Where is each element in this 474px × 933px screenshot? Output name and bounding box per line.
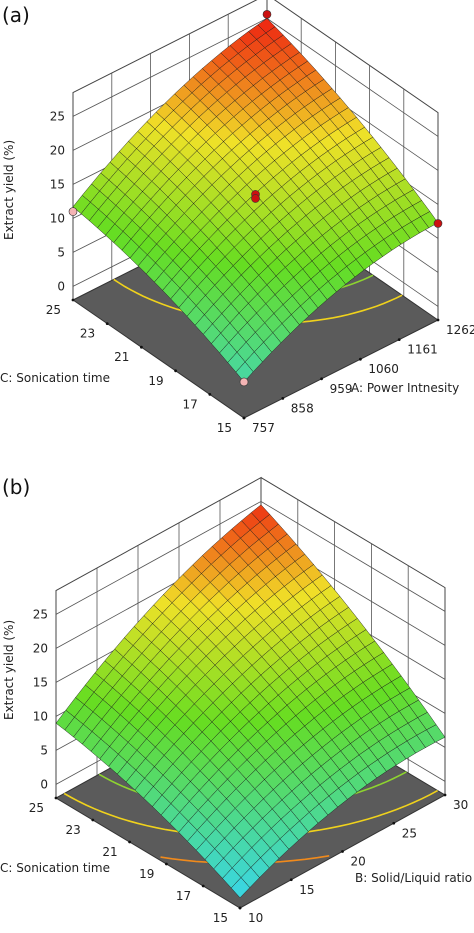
panel-a-y-tick-mark <box>174 369 178 373</box>
panel-b-y-tick-mark <box>54 796 58 800</box>
panel-a-z-tick-label: 5 <box>57 245 65 259</box>
panel-b-z-tick-label: 25 <box>33 607 48 621</box>
panel-a-z-tick-label: 25 <box>50 109 65 123</box>
panel-a-x-tick-mark <box>397 338 401 341</box>
panel-a-design-point <box>251 194 260 203</box>
panel-a-y-tick-mark <box>140 345 143 349</box>
panel-b-z-axis-title: Extract yield (%) <box>2 620 16 720</box>
panel-a-design-point <box>262 10 272 19</box>
panel-b-y-tick-mark <box>201 884 205 888</box>
panel-b-y-tick-label: 23 <box>66 823 81 837</box>
panel-a-y-tick-label: 21 <box>114 350 129 364</box>
panel-b-y-tick-mark <box>128 840 132 844</box>
panel-a: (a) 0 5 10 15 20 25 757 858 959 1060 1161 1262 15 17 1… <box>0 0 474 435</box>
panel-b-wall-gridline <box>55 500 446 615</box>
panel-a-y-tick-mark <box>105 322 109 325</box>
panel-a-design-points <box>68 10 443 387</box>
panel-b-z-tick-label: 0 <box>40 777 48 791</box>
panel-b-x-tick-label: 25 <box>402 826 417 840</box>
panel-b-label: (b) <box>2 475 30 499</box>
panel-b-x-tick-label: 30 <box>453 798 468 812</box>
panel-b-x-tick-mark <box>289 878 293 882</box>
panel-a-x-tick-mark <box>436 318 440 322</box>
panel-b-z-tick-label: 20 <box>33 641 48 655</box>
panel-b-x-tick-mark <box>341 850 344 853</box>
panel-a-surface-cell <box>235 361 254 383</box>
panel-a-z-tick-label: 0 <box>57 279 65 293</box>
panel-a-x-tick-label: 959 <box>330 382 353 396</box>
panel-a-x-tick-mark <box>281 397 285 400</box>
panel-a-x-tick-mark <box>359 357 362 361</box>
panel-b-x-tick-label: 10 <box>248 911 263 925</box>
panel-b-y-tick-mark <box>91 818 95 822</box>
panel-a-label: (a) <box>2 3 30 27</box>
panel-a-y-tick-mark <box>242 416 246 420</box>
panel-a-y-axis-title: C: Sonication time <box>0 371 110 385</box>
panel-a-x-tick-label: 1262 <box>446 323 474 337</box>
panel-b-ticks: 0 5 10 15 20 25 10 15 20 25 30 15 17 19 21 23 25 <box>29 607 469 925</box>
panel-a-x-tick-label: 1161 <box>407 343 438 357</box>
panel-b-x-tick-mark <box>392 821 396 825</box>
panel-b-z-tick-label: 15 <box>33 675 48 689</box>
panel-a-x-tick-label: 1060 <box>368 362 399 376</box>
panel-b-y-tick-label: 25 <box>29 801 44 815</box>
panel-a-y-tick-mark <box>71 298 75 302</box>
panel-a-z-tick-label: 15 <box>50 177 65 191</box>
panel-a-design-point <box>433 219 443 228</box>
panel-b-z-tick-label: 5 <box>40 743 48 757</box>
panel-b-y-tick-mark <box>165 862 168 866</box>
panel-a-y-tick-label: 25 <box>46 303 61 317</box>
panel-b-x-axis-title: B: Solid/Liquid ratio <box>355 871 472 885</box>
panel-a-x-tick-label: 757 <box>252 421 275 435</box>
panel-b-y-tick-label: 21 <box>102 845 117 859</box>
panel-b: (b) 0 5 10 15 20 25 10 15 20 25 30 15 17 19 21 23 25 Ext… <box>0 475 472 925</box>
panel-b-y-axis-title: C: Sonication time <box>0 861 110 875</box>
panel-b-surface-cell <box>230 877 251 899</box>
panel-b-z-tick-label: 10 <box>33 709 48 723</box>
panel-a-y-tick-mark <box>208 393 212 396</box>
panel-a-x-tick-label: 858 <box>291 401 314 415</box>
panel-a-z-tick-label: 20 <box>50 143 65 157</box>
panel-b-y-tick-label: 19 <box>139 867 154 881</box>
panel-b-surface <box>55 504 446 899</box>
panel-b-x-tick-label: 15 <box>299 883 314 897</box>
panel-b-y-tick-label: 15 <box>213 911 228 925</box>
panel-a-design-point <box>239 377 249 387</box>
panel-a-y-tick-label: 23 <box>80 327 95 341</box>
panel-b-x-tick-label: 20 <box>351 855 366 869</box>
panel-a-z-axis-title: Extract yield (%) <box>2 140 16 240</box>
panel-a-y-tick-label: 17 <box>183 397 198 411</box>
panel-a-x-tick-mark <box>320 377 323 381</box>
panel-a-design-point <box>68 207 78 216</box>
panel-a-y-tick-label: 19 <box>148 374 163 388</box>
panel-a-z-tick-label: 10 <box>50 211 65 225</box>
panel-a-y-tick-label: 15 <box>217 421 232 435</box>
panel-a-surface <box>72 18 439 383</box>
panel-a-ticks: 0 5 10 15 20 25 757 858 959 1060 1161 1262 15 17 19 21 2… <box>46 109 474 435</box>
panel-b-y-tick-label: 17 <box>176 889 191 903</box>
panel-a-x-axis-title: A: Power Intnesity <box>351 381 459 395</box>
panel-b-x-tick-mark <box>443 793 447 797</box>
panel-b-y-tick-mark <box>238 906 242 910</box>
